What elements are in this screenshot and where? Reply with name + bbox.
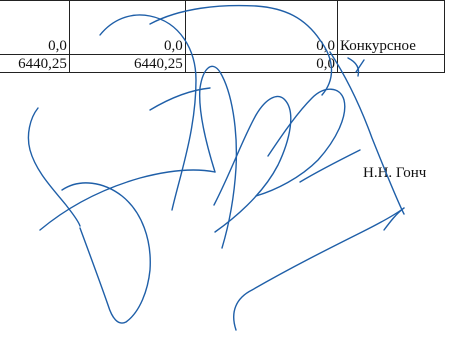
table-row: 6440,25 6440,25 0,0 (0, 54, 446, 73)
table-cell: 0,0 (184, 0, 338, 55)
table-cell: 6440,25 (68, 54, 186, 73)
table-row: 0,0 0,0 0,0 Конкурсное (0, 0, 446, 55)
data-table: 0,0 0,0 0,0 Конкурсное 6440,25 6440,25 0… (0, 0, 446, 73)
table-cell (336, 54, 446, 73)
table-cell: Конкурсное (336, 0, 446, 55)
table-cell: 0,0 (184, 54, 338, 73)
table-cell: 0,0 (68, 0, 186, 55)
table-cell: 6440,25 (0, 54, 70, 73)
table-cell: 0,0 (0, 0, 70, 55)
signer-name: Н.Н. Гонч (363, 165, 427, 181)
